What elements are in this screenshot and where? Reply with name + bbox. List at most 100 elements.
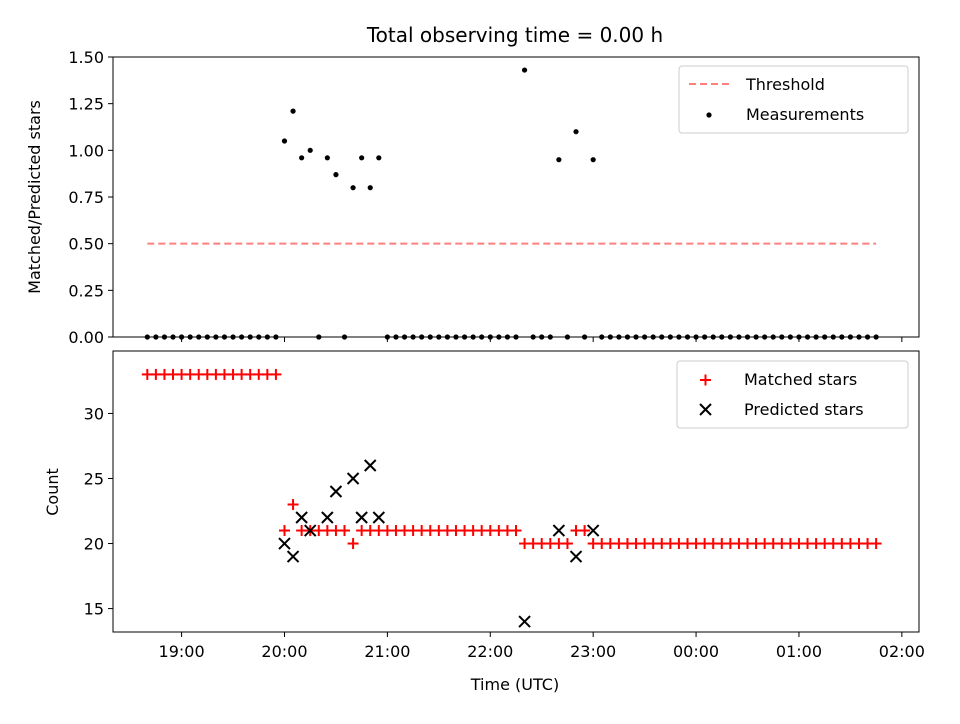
- matched-star-point: [561, 538, 573, 550]
- measurement-point: [427, 334, 433, 340]
- measurement-point: [633, 334, 639, 340]
- x-tick-label-1: 20:00: [261, 642, 307, 661]
- measurement-point: [779, 334, 785, 340]
- bottom-x-axis: 19:00 20:00 21:00 22:00 23:00 00:00 01:00 02:00: [159, 632, 925, 661]
- legend-measurements-swatch: [706, 112, 712, 118]
- measurement-point: [196, 334, 202, 340]
- measurement-point: [710, 334, 716, 340]
- x-tick-label-5: 00:00: [673, 642, 719, 661]
- measurement-point: [170, 334, 176, 340]
- matched-stars-series: [141, 368, 882, 550]
- bottom-legend: Matched stars Predicted stars: [676, 360, 909, 429]
- x-tick-label-6: 01:00: [776, 642, 822, 661]
- matched-star-point: [579, 525, 591, 537]
- measurement-point: [796, 334, 802, 340]
- measurement-point: [144, 334, 150, 340]
- measurement-point: [581, 334, 588, 340]
- legend-matched-swatch: [700, 374, 711, 386]
- measurement-point: [316, 334, 322, 340]
- x-axis-label: Time (UTC): [470, 675, 559, 694]
- predicted-star-point: [329, 485, 343, 498]
- x-tick-label-0: 19:00: [159, 642, 205, 661]
- measurement-point: [187, 334, 193, 340]
- measurement-point: [624, 334, 631, 340]
- measurement-point: [410, 334, 416, 340]
- measurement-point: [864, 334, 871, 340]
- measurement-point: [573, 129, 579, 135]
- predicted-star-point: [372, 511, 386, 524]
- measurement-point: [436, 334, 442, 340]
- predicted-star-point: [355, 511, 368, 524]
- predicted-star-point: [518, 615, 531, 628]
- predicted-star-point: [321, 511, 334, 524]
- top-y-tick-label-3: 0.75: [68, 188, 104, 207]
- measurement-point: [247, 334, 253, 340]
- measurement-point: [299, 155, 305, 161]
- measurement-point: [470, 334, 476, 340]
- measurement-point: [727, 334, 733, 340]
- chart-title: Total observing time = 0.00 h: [366, 23, 663, 47]
- legend-threshold-label: Threshold: [745, 75, 825, 94]
- measurement-point: [539, 334, 545, 340]
- measurement-point: [264, 334, 270, 340]
- predicted-star-point: [569, 550, 583, 563]
- measurement-point: [230, 334, 236, 340]
- predicted-star-point: [286, 550, 300, 563]
- measurement-point: [393, 334, 399, 340]
- top-y-tick-label-5: 1.25: [68, 95, 104, 114]
- measurement-point: [504, 334, 511, 340]
- measurement-point: [213, 334, 219, 340]
- measurement-point: [461, 334, 468, 340]
- top-y-tick-label-0: 0.00: [68, 328, 104, 347]
- measurement-point: [830, 334, 836, 340]
- measurement-point: [693, 334, 699, 340]
- measurement-point: [290, 108, 296, 114]
- measurement-point: [479, 334, 485, 340]
- measurement-point: [564, 334, 571, 340]
- measurement-point: [350, 185, 356, 191]
- measurement-point: [590, 157, 596, 163]
- measurement-point: [487, 334, 493, 340]
- measurement-point: [513, 334, 519, 340]
- measurement-point: [221, 334, 228, 340]
- top-y-tick-label-2: 0.50: [68, 235, 104, 254]
- measurement-point: [839, 334, 845, 340]
- matched-star-point: [347, 538, 359, 550]
- measurement-point: [367, 185, 373, 191]
- measurement-point: [599, 334, 605, 340]
- measurement-point: [273, 334, 279, 340]
- bottom-legend-box: [676, 360, 909, 429]
- measurement-point: [847, 334, 854, 340]
- measurements-series: [144, 67, 879, 340]
- measurement-point: [359, 155, 365, 161]
- bottom-y-axis-label: Count: [43, 468, 62, 516]
- x-tick-label-4: 23:00: [570, 642, 616, 661]
- top-y-tick-label-1: 0.25: [68, 281, 104, 300]
- measurement-point: [753, 334, 759, 340]
- measurement-point: [770, 334, 776, 340]
- measurement-point: [822, 334, 828, 340]
- bottom-y-tick-label-2: 25: [84, 469, 104, 488]
- measurement-point: [281, 138, 288, 144]
- measurement-point: [341, 334, 348, 340]
- measurement-point: [744, 334, 751, 340]
- measurement-point: [650, 334, 656, 340]
- legend-predicted-swatch: [699, 403, 712, 416]
- top-y-axis: 0.00 0.25 0.50 0.75 1.00 1.25 1.50: [68, 48, 113, 347]
- measurement-point: [676, 334, 682, 340]
- measurement-point: [239, 334, 245, 340]
- predicted-star-point: [295, 511, 308, 524]
- x-tick-label-2: 21:00: [364, 642, 410, 661]
- bottom-panel: Count Time (UTC) 15 20 25 30 19:00 20:00 21:0…: [43, 350, 925, 694]
- measurement-point: [401, 334, 408, 340]
- predicted-star-point: [346, 472, 360, 485]
- measurement-point: [547, 334, 553, 340]
- measurement-point: [307, 147, 313, 153]
- measurement-point: [813, 334, 819, 340]
- measurement-point: [204, 334, 210, 340]
- matched-star-point: [510, 525, 522, 537]
- matched-star-point: [287, 499, 299, 511]
- measurement-point: [719, 334, 725, 340]
- measurement-point: [873, 334, 879, 340]
